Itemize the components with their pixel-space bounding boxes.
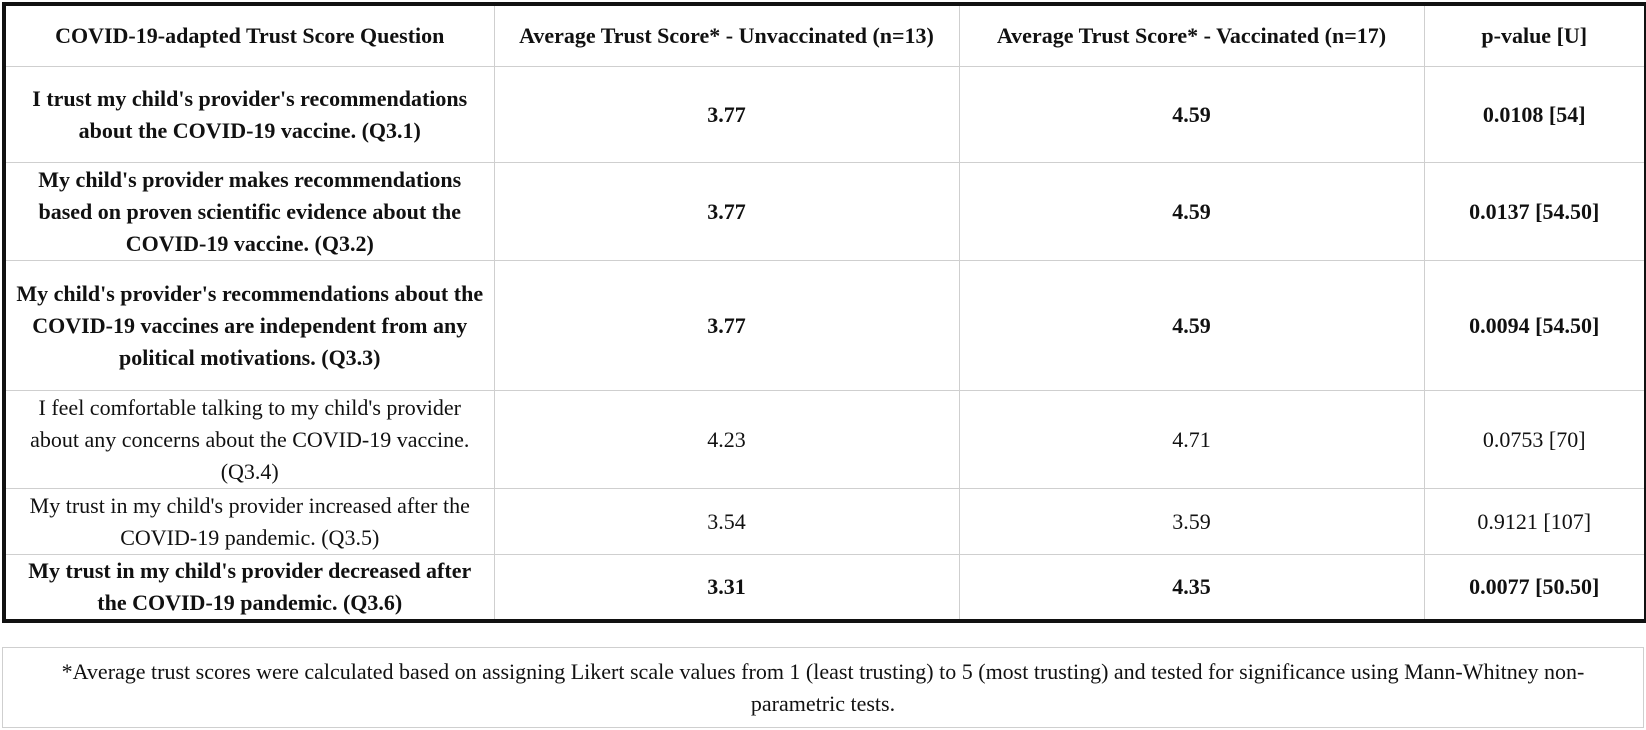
vaccinated-score-cell: 4.59 xyxy=(958,162,1425,261)
question-cell: My child's provider makes recommendation… xyxy=(3,162,495,261)
table-header: COVID-19-adapted Trust Score Question Av… xyxy=(3,3,1646,67)
vaccinated-score-cell: 4.59 xyxy=(958,260,1425,391)
header-question: COVID-19-adapted Trust Score Question xyxy=(3,3,495,67)
question-cell: My child's provider's recommendations ab… xyxy=(3,260,495,391)
unvaccinated-score-cell: 3.77 xyxy=(493,66,960,163)
vaccinated-score-cell: 4.71 xyxy=(958,390,1425,489)
p-value-cell: 0.0094 [54.50] xyxy=(1423,260,1646,391)
table-row-q3-6: My trust in my child's provider decrease… xyxy=(3,554,1646,622)
question-cell: I trust my child's provider's recommenda… xyxy=(3,66,495,163)
p-value-cell: 0.0137 [54.50] xyxy=(1423,162,1646,261)
vaccinated-score-cell: 4.59 xyxy=(958,66,1425,163)
unvaccinated-score-cell: 3.54 xyxy=(493,488,960,555)
table-row-q3-1: I trust my child's provider's recommenda… xyxy=(3,66,1646,163)
header-unvaccinated: Average Trust Score* - Unvaccinated (n=1… xyxy=(493,3,960,67)
table-row-q3-3: My child's provider's recommendations ab… xyxy=(3,260,1646,391)
table-row-q3-5: My trust in my child's provider increase… xyxy=(3,488,1646,555)
table-body: I trust my child's provider's recommenda… xyxy=(3,66,1646,622)
p-value-cell: 0.9121 [107] xyxy=(1423,488,1646,555)
table-row-q3-2: My child's provider makes recommendation… xyxy=(3,162,1646,261)
vaccinated-score-cell: 3.59 xyxy=(958,488,1425,555)
table-footnote: *Average trust scores were calculated ba… xyxy=(2,647,1644,728)
table-row-q3-4: I feel comfortable talking to my child's… xyxy=(3,390,1646,489)
trust-score-table: COVID-19-adapted Trust Score Question Av… xyxy=(2,2,1646,623)
header-row: COVID-19-adapted Trust Score Question Av… xyxy=(3,3,1646,67)
vaccinated-score-cell: 4.35 xyxy=(958,554,1425,622)
question-cell: My trust in my child's provider increase… xyxy=(3,488,495,555)
unvaccinated-score-cell: 3.77 xyxy=(493,260,960,391)
p-value-cell: 0.0077 [50.50] xyxy=(1423,554,1646,622)
header-vaccinated: Average Trust Score* - Vaccinated (n=17) xyxy=(958,3,1425,67)
header-p-value: p-value [U] xyxy=(1423,3,1646,67)
p-value-cell: 0.0753 [70] xyxy=(1423,390,1646,489)
question-cell: I feel comfortable talking to my child's… xyxy=(3,390,495,489)
unvaccinated-score-cell: 3.31 xyxy=(493,554,960,622)
unvaccinated-score-cell: 4.23 xyxy=(493,390,960,489)
unvaccinated-score-cell: 3.77 xyxy=(493,162,960,261)
question-cell: My trust in my child's provider decrease… xyxy=(3,554,495,622)
p-value-cell: 0.0108 [54] xyxy=(1423,66,1646,163)
